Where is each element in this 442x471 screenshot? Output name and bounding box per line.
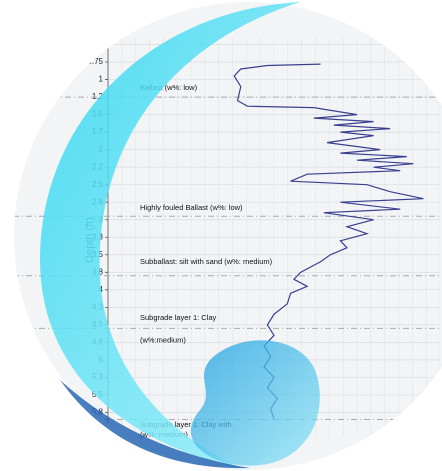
layer-annotation: Subgrade layer 1: Clay with — [140, 420, 232, 429]
layer-annotation: (w%:medium) — [140, 335, 186, 344]
y-tick-label: 0.5 — [92, 40, 104, 49]
layer-annotation: Subballast: silt with sand (w%: medium) — [140, 257, 273, 266]
decor-blob — [190, 340, 320, 466]
layer-annotation: Ballast (w%: low) — [140, 83, 198, 92]
layer-annotation: Subgrade layer 1: Clay — [140, 313, 217, 322]
layer-annotation: Highly fouled Ballast (w%: low) — [140, 203, 243, 212]
y-tick-label: 1.2 — [92, 92, 104, 101]
y-tick-label: 0.75 — [87, 57, 103, 66]
decor-edge — [60, 380, 250, 469]
depth-profile — [233, 63, 424, 420]
decor-crescent — [40, 2, 300, 468]
y-tick-label: 1 — [99, 75, 104, 84]
